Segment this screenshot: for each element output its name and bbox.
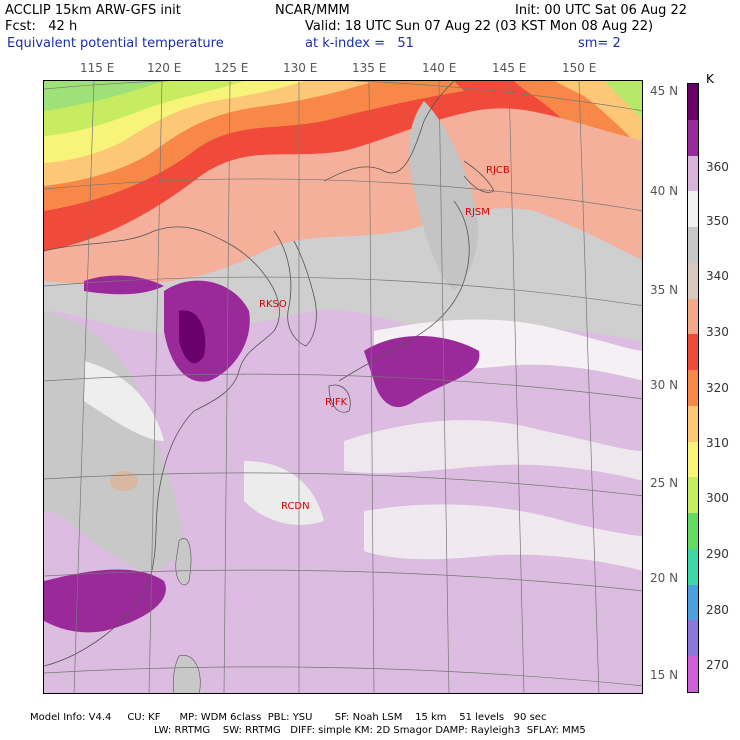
colorbar-segment (688, 262, 698, 300)
colorbar-label: 330 (706, 325, 729, 339)
lat-label: 35 N (650, 283, 679, 297)
station-label: RJSM (465, 207, 490, 218)
colorbar-segment (688, 477, 698, 514)
lat-label: 40 N (650, 184, 679, 198)
lat-label: 45 N (650, 84, 679, 98)
colorbar-label: 340 (706, 269, 729, 283)
colorbar-segment (688, 155, 698, 192)
lon-label: 140 E (422, 61, 457, 75)
lat-label: 20 N (650, 571, 679, 585)
lon-label: 120 E (147, 61, 182, 75)
map-panel: RJCB RJSM RKSO RJFK RCDN (43, 80, 643, 694)
colorbar-segment (688, 656, 698, 693)
colorbar-segment (688, 370, 698, 407)
graticule (44, 81, 642, 693)
colorbar-label: 300 (706, 491, 729, 505)
lon-label: 135 E (352, 61, 387, 75)
colorbar-unit: K (706, 72, 714, 86)
level-info: at k-index = 51 (305, 36, 414, 51)
model-info: Model Info: V4.4 CU: KF MP: WDM 6class P… (30, 712, 547, 723)
lon-label: 150 E (562, 61, 597, 75)
lon-label: 130 E (283, 61, 318, 75)
colorbar-segment (688, 227, 698, 264)
colorbar-segment (688, 405, 698, 443)
colorbar-segment (688, 584, 698, 621)
init-time: Init: 00 UTC Sat 06 Aug 22 (515, 3, 688, 18)
colorbar-segment (688, 298, 698, 335)
lon-label: 115 E (80, 61, 115, 75)
model-title: ACCLIP 15km ARW-GFS init (5, 3, 181, 18)
colorbar-segment (688, 548, 698, 586)
station-label: RJCB (486, 165, 510, 176)
colorbar-segment (688, 334, 698, 371)
colorbar-label: 310 (706, 436, 729, 450)
station-label: RJFK (325, 397, 348, 408)
field-name: Equivalent potential temperature (7, 36, 224, 51)
station-label: RKSO (259, 299, 287, 310)
colorbar-label: 360 (706, 160, 729, 174)
colorbar-segment (688, 620, 698, 657)
colorbar-label: 280 (706, 603, 729, 617)
colorbar-label: 350 (706, 214, 729, 228)
colorbar-label: 270 (706, 658, 729, 672)
valid-time: Valid: 18 UTC Sun 07 Aug 22 (03 KST Mon … (305, 19, 654, 34)
station-label: RCDN (281, 501, 310, 512)
colorbar-segment (688, 513, 698, 550)
physics-info: LW: RRTMG SW: RRTMG DIFF: simple KM: 2D … (154, 725, 586, 736)
colorbar (687, 83, 699, 693)
colorbar-label: 320 (706, 381, 729, 395)
colorbar-segment (688, 119, 698, 156)
lon-label: 145 E (492, 61, 527, 75)
lat-label: 15 N (650, 668, 679, 682)
colorbar-segment (688, 191, 698, 228)
theta-e-field: RJCB RJSM RKSO RJFK RCDN (44, 81, 642, 693)
smoothing-info: sm= 2 (578, 36, 621, 51)
forecast-hour: Fcst: 42 h (5, 19, 78, 34)
colorbar-segment (688, 84, 698, 121)
colorbar-label: 290 (706, 547, 729, 561)
lon-label: 125 E (214, 61, 249, 75)
organization: NCAR/MMM (275, 3, 350, 18)
colorbar-segment (688, 441, 698, 478)
lat-label: 30 N (650, 378, 679, 392)
lat-label: 25 N (650, 476, 679, 490)
